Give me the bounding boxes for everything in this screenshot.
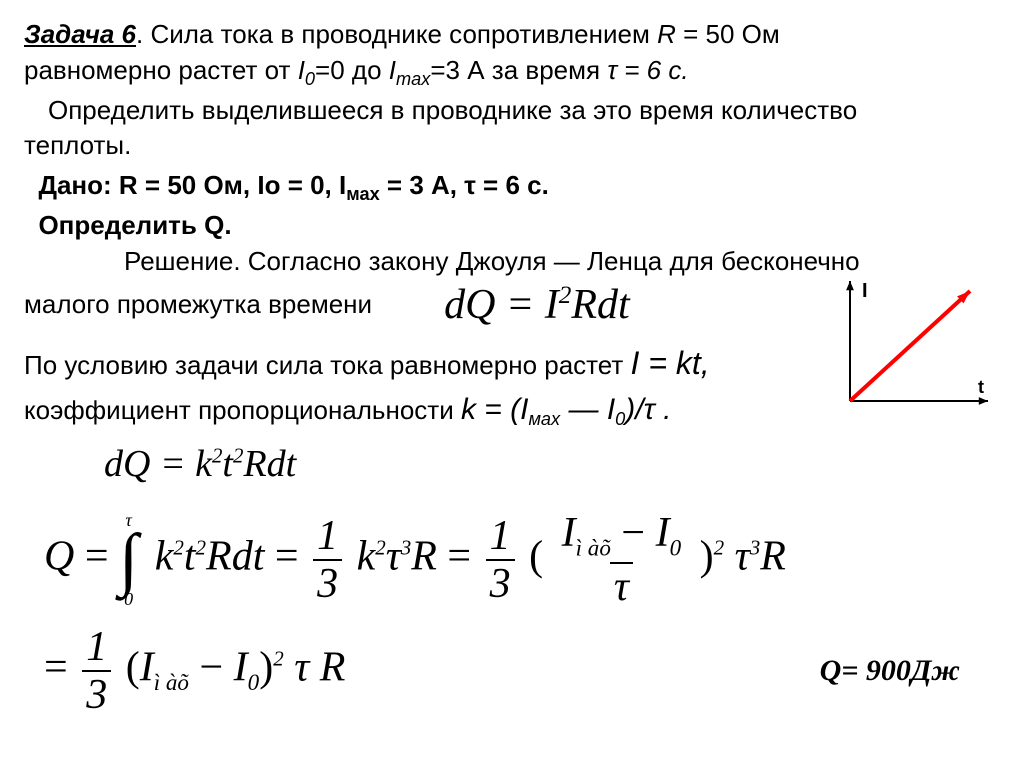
problem-line-1: Задача 6. Сила тока в проводнике сопроти… xyxy=(24,18,1000,52)
solution-line-2: малого промежутка времени xyxy=(24,288,372,322)
task-label: Задача 6 xyxy=(24,19,136,49)
problem-line-4: теплоты. xyxy=(24,129,1000,163)
find-line: Определить Q. xyxy=(24,209,1000,243)
condition-line-1: По условию задачи сила тока равномерно р… xyxy=(24,343,828,385)
current-time-graph: It xyxy=(840,281,990,426)
problem-line-3: Определить выделившееся в проводнике за … xyxy=(48,94,1000,128)
answer: Q= 900Дж xyxy=(345,654,960,688)
solution-line-1: Решение. Согласно закону Джоуля — Ленца … xyxy=(124,245,1000,279)
graph-svg: It xyxy=(840,281,990,421)
given-line: Дано: R = 50 Ом, Iо = 0, Iмах = 3 А, τ =… xyxy=(24,169,1000,207)
problem-line-2: равномерно растет от I0=0 до Imax=3 А за… xyxy=(24,54,1000,92)
equation-dQ: dQ = I2Rdt xyxy=(444,281,630,329)
equation-dQ-k: dQ = k2t2Rdt xyxy=(104,442,1000,486)
equation-final: = 13 (Iì àõ − I0)2 τ R Q= 900Дж xyxy=(44,626,1000,716)
integral-icon: τ ∫ 0 xyxy=(119,512,138,607)
equation-integral: Q = τ ∫ 0 k2t2Rdt = 13 k2τ3R = 13 ( Iì à… xyxy=(44,512,1000,607)
condition-line-2: коэффициент пропорциональности k = (Iмах… xyxy=(24,390,828,432)
svg-text:I: I xyxy=(862,281,868,302)
svg-text:t: t xyxy=(978,377,984,397)
